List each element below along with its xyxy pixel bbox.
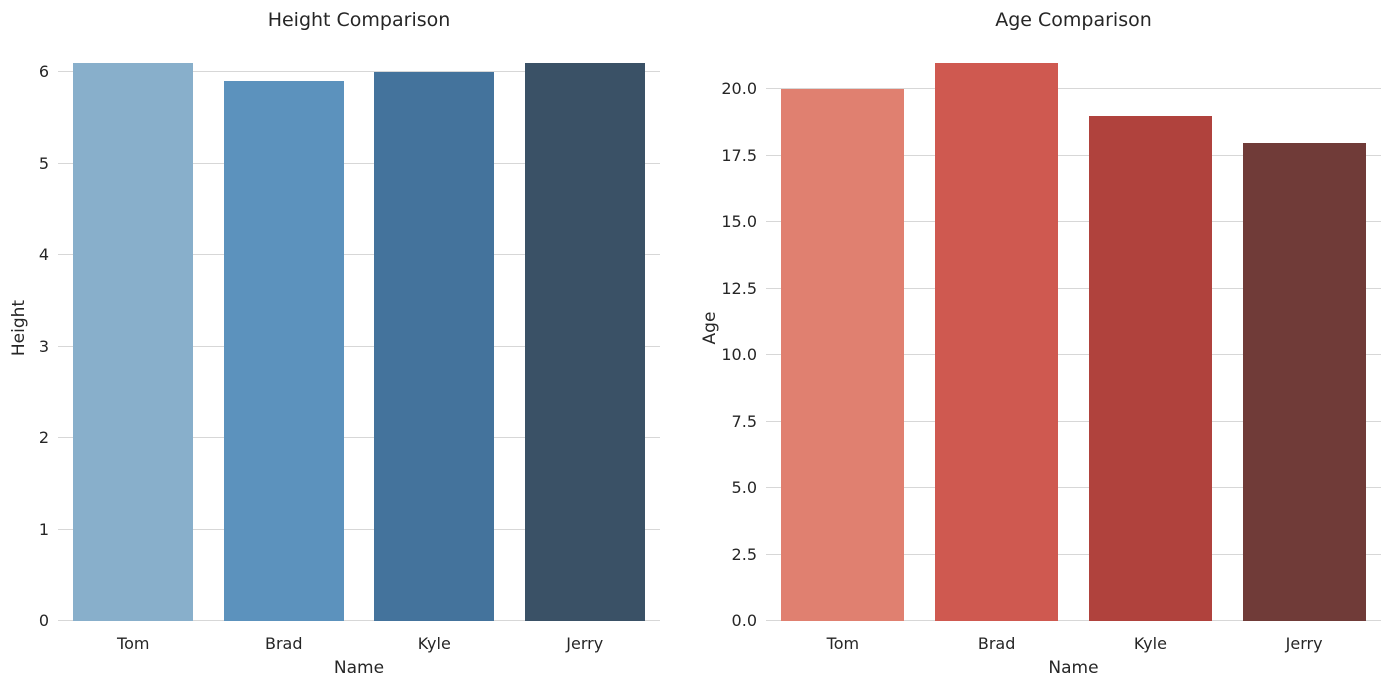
bar-kyle bbox=[1088, 116, 1212, 621]
y-tick-label: 4 bbox=[38, 245, 49, 265]
gridline bbox=[766, 354, 1381, 356]
gridline bbox=[58, 345, 660, 347]
y-tick-label: 6 bbox=[38, 62, 49, 82]
bar-brad bbox=[223, 81, 344, 621]
y-tick-label: 0.0 bbox=[731, 611, 757, 630]
x-tick-label: Tom bbox=[117, 634, 150, 653]
gridline bbox=[58, 254, 660, 256]
gridline bbox=[766, 88, 1381, 90]
y-tick-label: 0 bbox=[38, 611, 49, 630]
y-tick-label: 2 bbox=[38, 428, 49, 448]
y-tick-label: 5 bbox=[38, 153, 49, 173]
gridline bbox=[58, 162, 660, 164]
y-tick-label: 5.0 bbox=[731, 478, 757, 498]
height-chart-panel: Height Comparison Height Name 0 1 2 3 4 5 6 Tom… bbox=[0, 0, 694, 690]
gridline bbox=[766, 620, 1381, 621]
age-chart-panel: Age Comparison Age Name 0.0 2.5 5.0 7.5 10.0… bbox=[694, 0, 1389, 690]
y-tick-label: 15.0 bbox=[721, 212, 757, 232]
y-tick-label: 3 bbox=[38, 336, 49, 356]
y-axis-label: Height bbox=[9, 299, 29, 357]
gridline bbox=[766, 553, 1381, 555]
gridline bbox=[766, 287, 1381, 289]
y-tick-label: 1 bbox=[38, 519, 49, 539]
bar-brad bbox=[935, 62, 1059, 621]
x-tick-label: Jerry bbox=[566, 634, 604, 653]
y-tick-label: 20.0 bbox=[721, 79, 757, 99]
plot-area: Name 0 1 2 3 4 5 6 Tom Brad Kyle Jerry bbox=[39, 35, 660, 678]
plot-area: Name 0.0 2.5 5.0 7.5 10.0 12.5 15.0 17.5 20.0 Tom… bbox=[721, 35, 1381, 678]
gridline bbox=[766, 487, 1381, 489]
gridline bbox=[766, 154, 1381, 156]
y-axis-label: Age bbox=[700, 311, 720, 345]
gridline bbox=[766, 420, 1381, 422]
x-axis-label: Name bbox=[333, 658, 385, 678]
x-tick-label: Tom bbox=[826, 634, 860, 653]
x-tick-label: Jerry bbox=[1285, 634, 1323, 653]
x-tick-label: Kyle bbox=[1133, 634, 1167, 653]
bar-jerry bbox=[524, 62, 645, 621]
gridline bbox=[58, 528, 660, 530]
chart-title: Height Comparison bbox=[267, 9, 451, 31]
y-tick-label: 7.5 bbox=[731, 411, 757, 431]
y-tick-label: 10.0 bbox=[721, 345, 757, 365]
x-axis-label: Name bbox=[1048, 658, 1099, 678]
gridline bbox=[58, 71, 660, 73]
chart-title: Age Comparison bbox=[995, 9, 1152, 31]
gridline bbox=[58, 620, 660, 621]
bar-tom bbox=[781, 89, 905, 621]
bar-kyle bbox=[374, 72, 495, 621]
x-tick-label: Brad bbox=[264, 634, 303, 653]
gridline bbox=[766, 221, 1381, 223]
bar-tom bbox=[73, 62, 194, 621]
x-tick-label: Kyle bbox=[417, 634, 451, 653]
y-tick-label: 2.5 bbox=[731, 544, 757, 564]
gridline bbox=[58, 437, 660, 439]
y-tick-label: 17.5 bbox=[721, 145, 757, 165]
y-tick-label: 12.5 bbox=[721, 278, 757, 298]
bar-jerry bbox=[1242, 142, 1366, 621]
x-tick-label: Brad bbox=[977, 634, 1016, 653]
